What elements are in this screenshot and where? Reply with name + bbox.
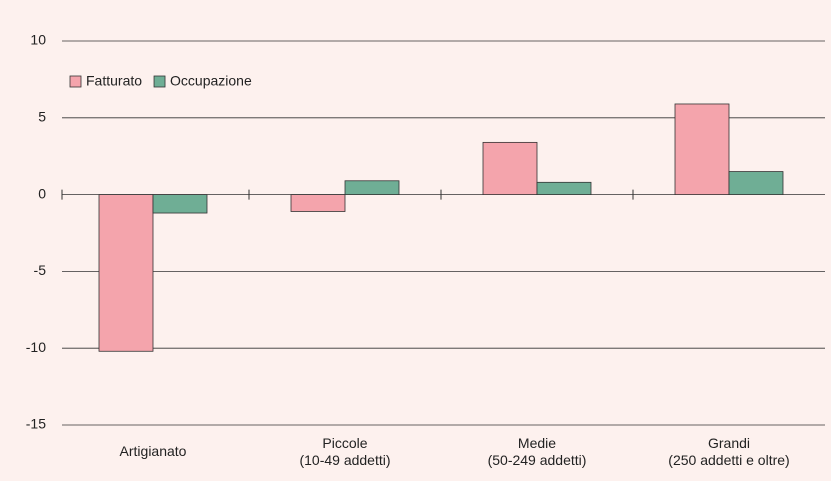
- x-tick-label: Piccole (10-49 addetti): [299, 435, 390, 468]
- bar: [674, 103, 730, 195]
- bar: [344, 180, 400, 196]
- legend-label: Fatturato: [86, 73, 142, 89]
- x-tick-label-line: (10-49 addetti): [299, 452, 390, 468]
- x-tick-label-line: Piccole: [322, 435, 367, 451]
- y-tick-label: -5: [34, 262, 47, 278]
- x-tick-label: Grandi (250 addetti e oltre): [668, 435, 789, 468]
- y-tick-label: 0: [38, 185, 46, 201]
- x-tick-label: Medie (50-249 addetti): [488, 435, 587, 468]
- legend-swatch: [69, 75, 82, 88]
- x-tick-label: Artigianato: [120, 443, 187, 459]
- y-tick-label: -10: [26, 339, 46, 355]
- y-tick-label: -15: [26, 416, 46, 432]
- bar: [536, 181, 592, 195]
- x-tick-label-line: Medie: [518, 435, 556, 451]
- y-tick-label: 10: [30, 32, 46, 48]
- x-tick-label-line: (250 addetti e oltre): [668, 452, 789, 468]
- legend-swatch: [153, 75, 166, 88]
- bar: [728, 171, 784, 195]
- x-tick-label-line: Artigianato: [120, 443, 187, 459]
- bar: [98, 194, 154, 352]
- legend-label: Occupazione: [170, 73, 252, 89]
- bar: [152, 194, 208, 214]
- bar: [290, 194, 346, 212]
- x-tick-label-line: (50-249 addetti): [488, 452, 587, 468]
- y-tick-label: 5: [38, 109, 46, 125]
- x-tick-label-line: Grandi: [708, 435, 750, 451]
- bar: [482, 141, 538, 196]
